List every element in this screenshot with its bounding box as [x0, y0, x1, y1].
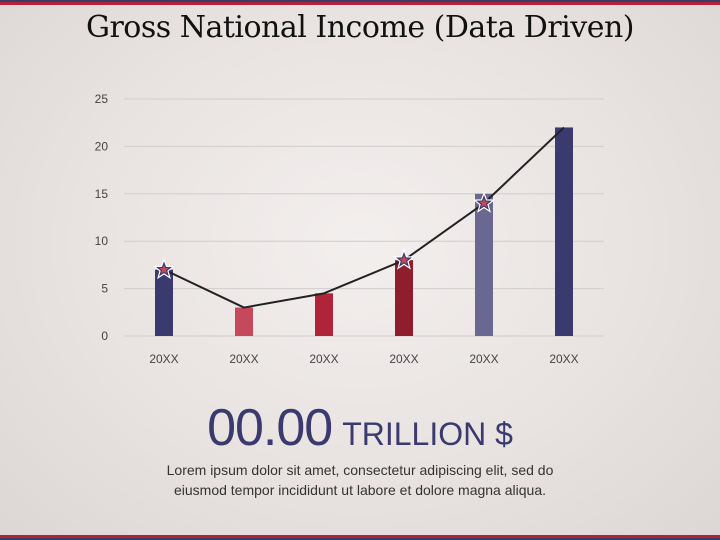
star-marker-center: [399, 255, 409, 265]
bar: [395, 260, 413, 336]
y-tick-label: 5: [101, 282, 108, 296]
x-tick-label: 20XX: [549, 352, 578, 366]
bar: [155, 269, 173, 336]
bar: [315, 293, 333, 336]
caption-text: Lorem ipsum dolor sit amet, consectetur …: [166, 462, 554, 498]
trend-line: [163, 126, 565, 309]
x-tick-label: 20XX: [149, 352, 178, 366]
y-tick-label: 0: [101, 329, 108, 343]
bar: [235, 307, 253, 336]
bar: [475, 193, 493, 336]
headline-unit: TRILLION $: [342, 416, 513, 452]
x-tick-label: 20XX: [469, 352, 498, 366]
bottom-stripe: [0, 535, 720, 540]
y-axis-ticks: 0 5 10 15 20 25: [95, 92, 109, 343]
star-marker-center: [479, 198, 489, 208]
income-chart: 0 5 10 15 20 25 20XX 20XX 20XX 20XX 20XX 20XX: [95, 92, 604, 366]
x-tick-label: 20XX: [389, 352, 418, 366]
star-marker-center: [159, 264, 169, 274]
x-tick-label: 20XX: [309, 352, 338, 366]
trend-line-group: [163, 126, 565, 309]
headline-value: 00.00 TRILLION $: [0, 398, 720, 458]
y-tick-label: 10: [95, 234, 109, 248]
bars: [155, 127, 573, 336]
headline-number: 00.00: [207, 399, 333, 457]
top-stripe: [0, 0, 720, 5]
y-tick-label: 15: [95, 187, 109, 201]
page-title: Gross National Income (Data Driven): [86, 10, 635, 45]
x-axis-ticks: 20XX 20XX 20XX 20XX 20XX 20XX: [149, 352, 578, 366]
y-tick-label: 25: [95, 92, 109, 106]
y-tick-label: 20: [95, 139, 109, 153]
x-tick-label: 20XX: [229, 352, 258, 366]
star-markers: [152, 191, 496, 280]
grid-lines: [124, 98, 604, 337]
bar: [555, 127, 573, 336]
